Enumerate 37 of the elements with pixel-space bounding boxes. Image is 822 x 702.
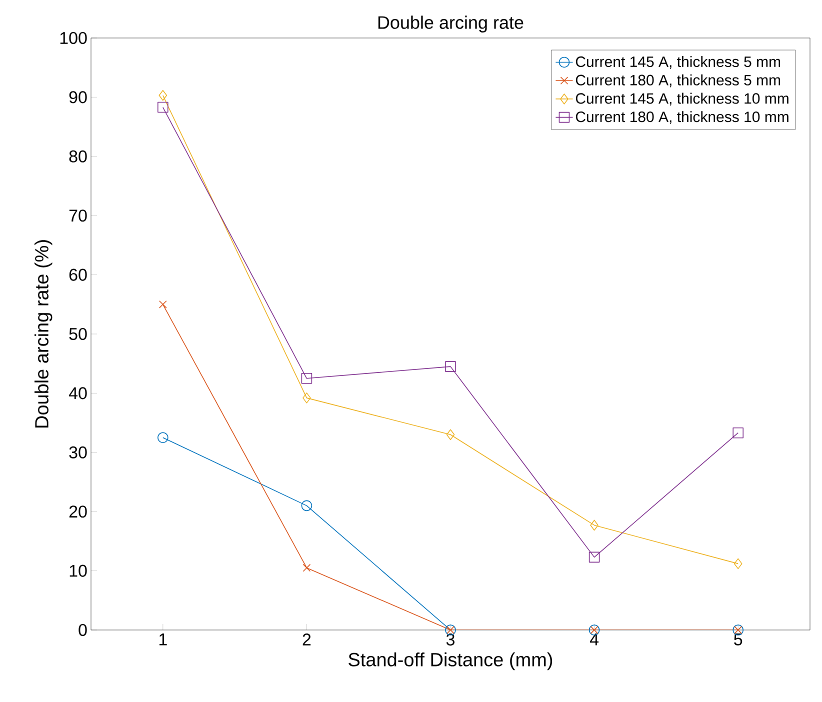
y-tick-label: 30 <box>69 446 87 458</box>
point <box>301 372 312 384</box>
chart-title: Double arcing rate <box>378 16 524 32</box>
y-tick-label: 70 <box>69 210 87 222</box>
y-tick-label: 10 <box>70 564 87 577</box>
point <box>158 300 167 308</box>
x-tick-label: 1 <box>159 634 167 646</box>
point <box>301 500 312 512</box>
legend-label: Current 145 A, thickness 10 mm <box>576 92 788 106</box>
x-tick-label: 5 <box>734 634 742 646</box>
point <box>158 432 168 443</box>
legend-label: Current 180 A, thickness 5 mm <box>576 74 780 88</box>
x-tick-label: 2 <box>302 634 311 646</box>
y-tick-label: 60 <box>69 268 87 281</box>
point <box>158 90 168 101</box>
x-tick-label: 3 <box>446 634 454 646</box>
point <box>732 427 744 438</box>
x-axis-title: Stand-off Distance (mm) <box>348 652 552 670</box>
point <box>302 564 311 572</box>
point <box>302 392 311 404</box>
legend-label: Current 180 A, thickness 10 mm <box>576 111 788 124</box>
point <box>590 520 598 531</box>
y-tick-label: 40 <box>68 387 87 400</box>
legend-label: Current 145 A, thickness 5 mm <box>576 56 780 69</box>
point <box>158 102 168 113</box>
y-tick-label: 0 <box>78 624 87 636</box>
point <box>446 429 455 440</box>
y-axis-title: Double arcing rate (%) <box>34 240 52 428</box>
point <box>734 558 742 570</box>
x-tick-label: 4 <box>590 634 599 646</box>
y-tick-label: 100 <box>60 32 87 44</box>
point <box>588 552 600 563</box>
y-tick-label: 20 <box>69 506 87 518</box>
point <box>445 361 456 372</box>
y-tick-label: 50 <box>69 328 87 340</box>
y-tick-label: 90 <box>69 91 87 104</box>
y-tick-label: 80 <box>69 150 87 162</box>
